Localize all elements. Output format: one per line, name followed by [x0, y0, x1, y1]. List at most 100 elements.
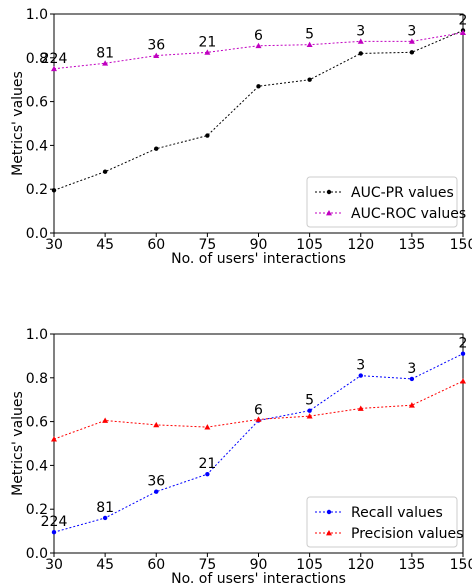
point-annotation: 3 — [407, 23, 416, 39]
data-point — [358, 373, 363, 378]
data-point — [102, 60, 109, 66]
data-point — [460, 29, 466, 36]
data-point — [256, 84, 261, 89]
x-tick-label: 45 — [96, 237, 114, 253]
x-axis-label: No. of users' interactions — [171, 251, 346, 267]
legend-label: AUC-ROC values — [351, 206, 466, 222]
x-tick-label: 75 — [198, 557, 216, 573]
x-tick-label: 60 — [147, 557, 165, 573]
y-tick-label: 0.8 — [26, 51, 48, 67]
data-point — [154, 489, 159, 494]
y-axis-label: Metrics' values — [10, 391, 26, 496]
data-point — [409, 50, 415, 55]
data-point — [460, 351, 466, 356]
data-point — [51, 188, 57, 193]
point-annotation: 5 — [305, 393, 314, 409]
legend-marker — [326, 530, 332, 536]
legend-marker — [326, 189, 332, 195]
x-tick-label: 45 — [96, 557, 114, 573]
x-tick-label: 60 — [147, 237, 165, 253]
point-annotation: 36 — [147, 38, 165, 54]
x-tick-label: 90 — [250, 557, 268, 573]
y-tick-label: 0.4 — [26, 138, 48, 154]
x-axis-label: No. of users' interactions — [171, 571, 346, 587]
data-point — [51, 65, 57, 72]
x-tick-label: 30 — [45, 557, 63, 573]
data-point — [358, 51, 363, 56]
point-annotation: 5 — [305, 27, 314, 43]
y-tick-label: 0.0 — [26, 546, 48, 562]
y-tick-label: 0.2 — [26, 502, 48, 518]
data-point — [306, 413, 313, 419]
data-point — [307, 77, 312, 82]
x-tick-label: 120 — [347, 237, 374, 253]
legend-marker — [326, 210, 332, 216]
data-point — [408, 402, 415, 408]
y-tick-label: 1.0 — [26, 7, 48, 23]
data-point — [51, 436, 57, 442]
x-tick-label: 105 — [296, 237, 323, 253]
data-point — [460, 378, 466, 384]
data-point — [205, 133, 210, 138]
data-point — [51, 529, 57, 535]
data-point — [255, 416, 262, 422]
data-point — [409, 376, 415, 382]
legend-label: Precision values — [351, 526, 463, 542]
point-annotation: 81 — [96, 500, 114, 516]
x-tick-label: 150 — [450, 237, 472, 253]
y-tick-label: 0.0 — [26, 226, 48, 242]
point-annotation: 3 — [356, 23, 365, 39]
point-annotation: 21 — [198, 456, 216, 472]
data-point — [357, 405, 364, 411]
legend-marker — [326, 509, 332, 515]
data-point — [408, 38, 415, 44]
data-point — [205, 471, 210, 477]
data-point — [154, 146, 159, 151]
series-line-0 — [53, 29, 464, 191]
legend-box — [306, 496, 458, 548]
data-point — [357, 38, 364, 44]
data-point — [102, 169, 108, 174]
x-tick-label: 150 — [450, 557, 472, 573]
y-tick-label: 0.6 — [26, 95, 48, 111]
data-point — [102, 515, 108, 521]
point-annotation: 21 — [198, 34, 216, 50]
point-annotation: 6 — [254, 28, 263, 44]
data-point — [153, 421, 160, 428]
y-tick-label: 0.2 — [26, 182, 48, 198]
legend-label: AUC-PR values — [351, 185, 454, 201]
point-annotation: 3 — [356, 358, 365, 374]
data-point — [306, 41, 313, 48]
data-point — [204, 49, 211, 55]
point-annotation: 3 — [407, 361, 416, 377]
x-tick-label: 75 — [198, 237, 216, 253]
x-tick-label: 105 — [296, 557, 323, 573]
data-point — [307, 408, 312, 413]
x-tick-label: 120 — [347, 557, 374, 573]
point-annotation: 6 — [254, 403, 263, 419]
x-tick-label: 135 — [399, 237, 426, 253]
y-tick-label: 0.8 — [26, 371, 48, 387]
legend-label: Recall values — [351, 505, 443, 521]
data-point — [204, 424, 211, 430]
legend-box — [306, 176, 458, 228]
point-annotation: 36 — [147, 474, 165, 490]
data-point — [102, 417, 109, 423]
y-tick-label: 0.4 — [26, 458, 48, 474]
chart-auc: 30 45 60 75 90 105 120 135 150 0.0 0.2 0.4 0.6 0.8 1.0… — [10, 7, 472, 267]
point-annotation: 2 — [459, 12, 468, 28]
point-annotation: 224 — [41, 51, 68, 67]
point-annotation: 2 — [459, 336, 468, 352]
y-tick-label: 1.0 — [26, 327, 48, 343]
y-tick-label: 0.6 — [26, 415, 48, 431]
x-tick-label: 90 — [250, 237, 268, 253]
y-axis-label: Metrics' values — [10, 71, 26, 176]
point-annotation: 81 — [96, 45, 114, 61]
chart-recall-precision: 30 45 60 75 90 105 120 135 150 0.0 0.2 0.4 0.6 0.8 1.0… — [10, 327, 472, 587]
series-line-0 — [53, 353, 464, 533]
point-annotation: 224 — [41, 514, 68, 530]
data-point — [255, 42, 262, 49]
data-point — [153, 52, 160, 59]
x-tick-label: 30 — [45, 237, 63, 253]
